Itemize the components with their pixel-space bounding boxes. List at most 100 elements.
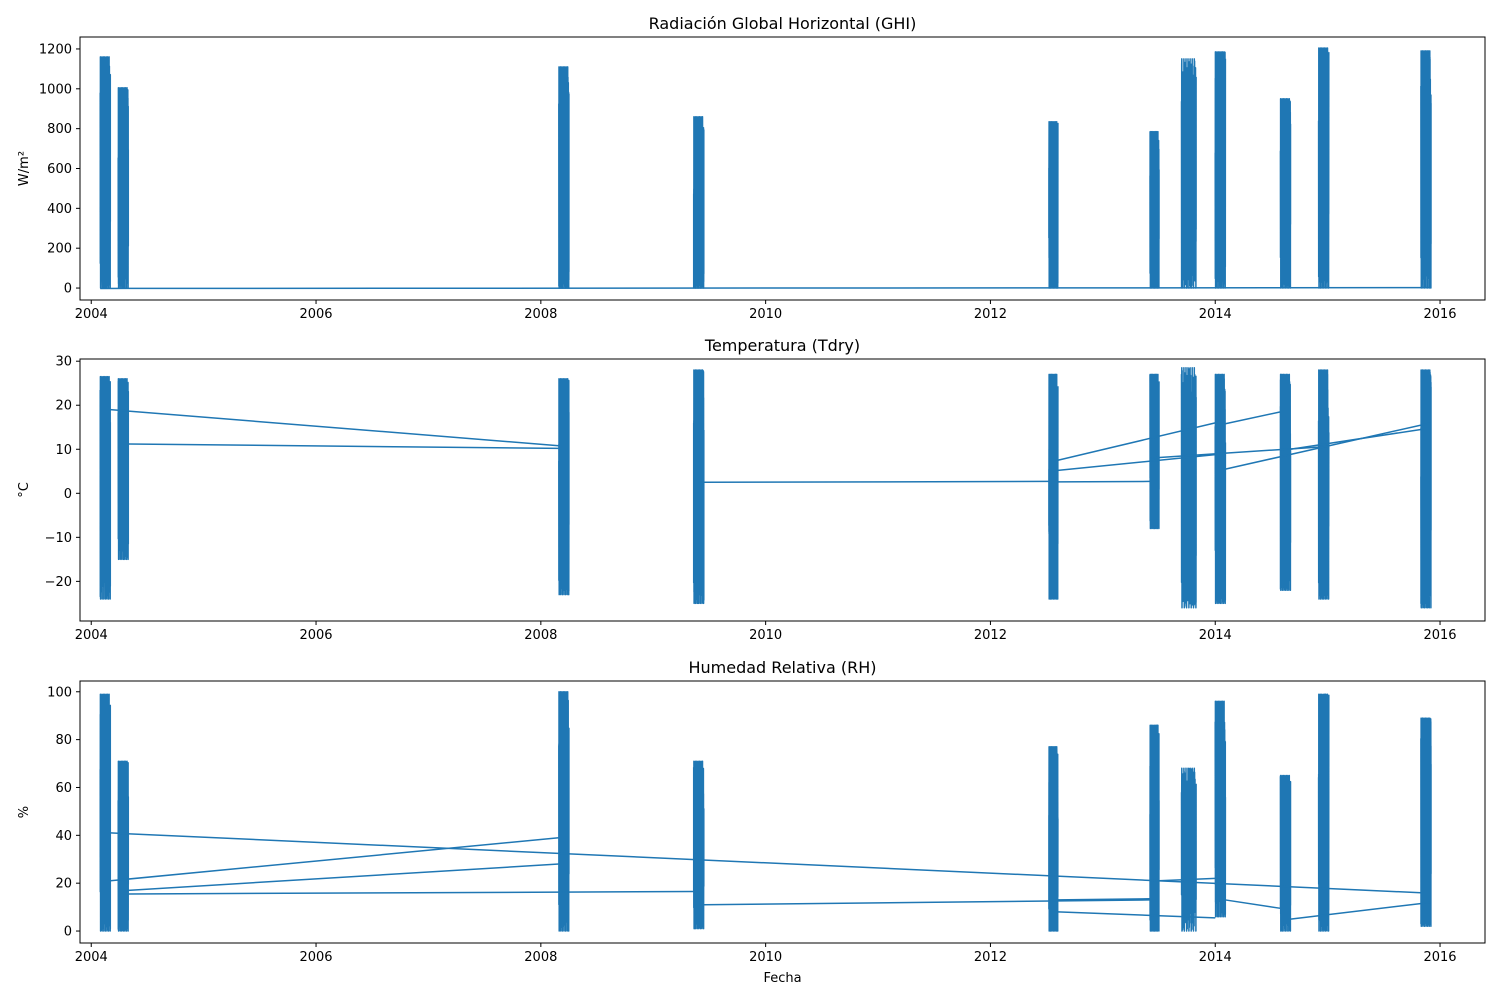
data-burst-3	[559, 692, 569, 931]
x-tick-label: 2012	[974, 628, 1007, 643]
data-burst-1	[100, 694, 110, 931]
x-tick-label: 2016	[1423, 628, 1456, 643]
y-tick-label: 200	[47, 242, 72, 257]
data-burst-1	[100, 57, 110, 288]
y-tick-label: 600	[47, 162, 72, 177]
y-tick-label: −20	[45, 575, 72, 590]
y-tick-label: 60	[55, 781, 72, 796]
data-burst-7	[1182, 368, 1197, 608]
y-tick-label: 20	[55, 877, 72, 892]
data-burst-9	[1280, 99, 1290, 288]
data-burst-4	[694, 370, 704, 603]
data-burst-2	[118, 761, 128, 931]
y-tick-label: 400	[47, 202, 72, 217]
data-burst-6	[1150, 374, 1159, 528]
x-tick-label: 2008	[524, 307, 557, 322]
x-tick-label: 2016	[1423, 950, 1456, 965]
data-connector-4	[128, 892, 693, 894]
series-group	[100, 368, 1431, 608]
chart-title: Humedad Relativa (RH)	[688, 658, 876, 677]
plot-frame	[80, 37, 1485, 300]
data-connector-5	[704, 900, 1150, 905]
y-axis-label: °C	[17, 482, 32, 498]
data-burst-7	[1182, 59, 1197, 288]
x-tick-label: 2016	[1423, 307, 1456, 322]
data-connector-2	[128, 444, 558, 448]
y-axis-label: W/m²	[17, 151, 32, 186]
x-tick-label: 2004	[75, 628, 108, 643]
x-tick-label: 2010	[749, 307, 782, 322]
data-burst-10	[1319, 370, 1329, 599]
data-burst-1	[100, 377, 110, 599]
x-tick-label: 2010	[749, 628, 782, 643]
data-burst-10	[1319, 694, 1329, 931]
y-tick-label: 0	[64, 925, 72, 940]
y-tick-label: 80	[55, 733, 72, 748]
data-burst-10	[1319, 48, 1329, 288]
y-tick-label: 100	[47, 685, 72, 700]
x-tick-label: 2014	[1199, 307, 1232, 322]
data-connector-6	[1058, 454, 1225, 471]
y-tick-label: 0	[64, 487, 72, 502]
y-tick-label: 20	[55, 399, 72, 414]
plot-frame	[80, 359, 1485, 621]
data-burst-5	[1049, 747, 1058, 931]
data-burst-11	[1421, 370, 1431, 608]
y-tick-label: 1000	[39, 82, 72, 97]
data-burst-9	[1280, 374, 1290, 590]
y-tick-label: 10	[55, 443, 72, 458]
y-tick-label: 40	[55, 829, 72, 844]
data-burst-11	[1421, 51, 1431, 288]
data-burst-3	[559, 67, 569, 288]
data-burst-6	[1150, 132, 1159, 288]
data-burst-2	[118, 379, 128, 560]
series-group	[100, 692, 1431, 931]
data-burst-8	[1215, 52, 1225, 288]
data-connector-9	[1225, 900, 1280, 908]
data-burst-4	[694, 761, 704, 928]
x-tick-label: 2006	[299, 307, 332, 322]
data-connector-2	[110, 838, 558, 881]
data-connector-1	[100, 288, 1431, 289]
data-burst-4	[694, 117, 704, 288]
y-tick-label: 800	[47, 122, 72, 137]
x-tick-label: 2012	[974, 950, 1007, 965]
data-burst-5	[1049, 122, 1058, 288]
data-connector-1	[110, 410, 558, 446]
data-burst-6	[1150, 725, 1159, 931]
data-burst-7	[1182, 768, 1197, 931]
y-tick-label: −10	[45, 531, 72, 546]
x-tick-label: 2006	[299, 950, 332, 965]
data-burst-2	[118, 88, 128, 288]
chart-title: Radiación Global Horizontal (GHI)	[649, 14, 917, 33]
data-burst-9	[1280, 776, 1290, 932]
data-connector-10	[1291, 902, 1432, 919]
x-tick-label: 2006	[299, 628, 332, 643]
data-burst-11	[1421, 718, 1431, 926]
data-connector-10	[1291, 429, 1421, 449]
chart-panel-3: 2004 2006 2008 2010 2012 2014 2016 0 20 40 60 80 100…	[17, 658, 1485, 986]
x-tick-label: 2008	[524, 950, 557, 965]
y-axis-label: %	[17, 806, 32, 818]
data-connector-7	[1225, 412, 1280, 424]
y-tick-label: 1200	[39, 42, 72, 57]
series-group	[100, 48, 1431, 288]
data-burst-8	[1215, 374, 1225, 603]
data-connector-3	[704, 481, 1049, 482]
x-tick-label: 2014	[1199, 950, 1232, 965]
data-burst-3	[559, 379, 569, 595]
x-tick-label: 2004	[75, 307, 108, 322]
chart-title: Temperatura (Tdry)	[704, 336, 860, 355]
data-burst-5	[1049, 374, 1058, 599]
x-tick-label: 2010	[749, 950, 782, 965]
x-tick-label: 2008	[524, 628, 557, 643]
x-tick-label: 2004	[75, 950, 108, 965]
x-axis-label: Fecha	[763, 971, 801, 986]
y-tick-label: 0	[64, 282, 72, 297]
x-tick-label: 2014	[1199, 628, 1232, 643]
data-connector-3	[128, 864, 558, 890]
